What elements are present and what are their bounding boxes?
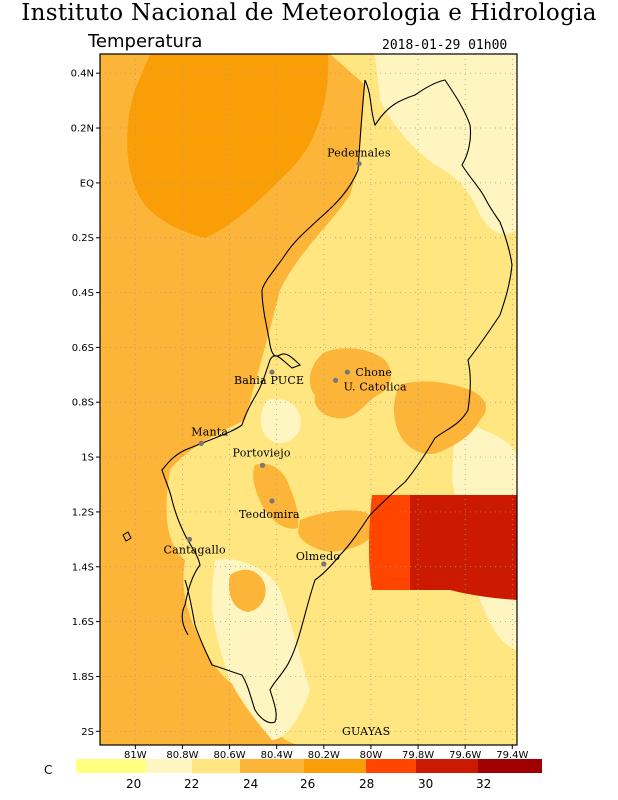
- colorbar: [76, 759, 542, 773]
- colorbar-bin-lt20: [76, 759, 146, 773]
- island: [122, 531, 132, 542]
- colorbar-bin-22-24: [192, 759, 240, 773]
- lat-tick-label: 2S: [81, 727, 94, 738]
- lat-tick-label: 1.4S: [72, 562, 94, 573]
- field-cool-mid: [260, 399, 301, 444]
- page-title: Instituto Nacional de Meteorologia e Hid…: [21, 0, 597, 26]
- colorbar-label-22: 22: [184, 777, 199, 791]
- map-subtitle: Temperatura: [88, 31, 203, 52]
- station-label: Bahia PUCE: [234, 374, 304, 387]
- colorbar-unit: C: [44, 763, 52, 777]
- station-marker: [269, 369, 275, 375]
- field-warm-ocean: [127, 54, 329, 238]
- field-warm-chone: [309, 348, 391, 419]
- lon-tick-label: 80W: [360, 750, 383, 761]
- station-marker: [321, 561, 327, 567]
- station-label: Chone: [355, 366, 392, 379]
- lat-tick-label: 1.6S: [72, 617, 94, 628]
- field-warm-east: [394, 381, 486, 455]
- station-label: Manta: [191, 425, 228, 438]
- colorbar-bin-24-26: [240, 759, 304, 773]
- colorbar-label-24: 24: [243, 777, 258, 791]
- field-warm-south: [229, 569, 266, 612]
- station-label: Portoviejo: [233, 446, 291, 459]
- longitude-axis: 81W 80.8W 80.6W 80.4W 80.2W 80W 79.8W 79.6W 79.4…: [124, 745, 528, 761]
- lat-tick-label: 0.4N: [71, 69, 94, 80]
- colorbar-bin-28-30: [366, 759, 416, 773]
- lat-tick-label: 0.2N: [71, 124, 94, 135]
- latitude-axis: 0.4N 0.2N EQ 0.2S 0.4S 0.6S 0.8S 1S 1.2S 1.4S 1.6S…: [71, 69, 100, 738]
- station-label: U. Catolica: [344, 380, 407, 393]
- field-warm-center: [253, 463, 299, 529]
- lat-tick-label: 1.2S: [72, 507, 94, 518]
- field-warm-olmedo: [298, 510, 375, 552]
- region-label: GUAYAS: [342, 725, 390, 738]
- station-label: Olmedo: [296, 550, 341, 563]
- lon-tick-label: 79.6W: [449, 750, 481, 761]
- colorbar-label-30: 30: [418, 777, 433, 791]
- colorbar-bin-20-22: [146, 759, 192, 773]
- colorbar-label-28: 28: [359, 777, 374, 791]
- lat-tick-label: 1S: [81, 453, 94, 464]
- lat-tick-label: 0.4S: [72, 288, 94, 299]
- map-datetime: 2018-01-29 01h00: [382, 38, 508, 53]
- lon-tick-label: 79.4W: [496, 750, 528, 761]
- station-marker: [332, 377, 339, 383]
- colorbar-bin-30-32: [416, 759, 478, 773]
- field-very-hot: [410, 495, 517, 600]
- colorbar-bin-gt32: [478, 759, 542, 773]
- lat-tick-label: 0.6S: [72, 343, 94, 354]
- coastline: [161, 79, 366, 636]
- lat-tick-label: 0.8S: [72, 398, 94, 409]
- station-marker: [198, 440, 204, 446]
- station-label: Teodomira: [239, 508, 300, 521]
- station-marker: [344, 369, 350, 375]
- lon-tick-label: 80.4W: [261, 750, 293, 761]
- lon-tick-label: 79.8W: [402, 750, 434, 761]
- lat-tick-label: 1.8S: [72, 672, 94, 683]
- lat-tick-label: 0.2S: [72, 233, 94, 244]
- colorbar-bin-26-28: [304, 759, 366, 773]
- colorbar-label-20: 20: [126, 777, 141, 791]
- colorbar-label-26: 26: [300, 777, 315, 791]
- lon-tick-label: 80.2W: [308, 750, 340, 761]
- lon-tick-label: 81W: [124, 750, 147, 761]
- lat-tick-label: EQ: [80, 178, 94, 189]
- station-label: Pedernales: [327, 147, 391, 160]
- station-marker: [269, 498, 275, 504]
- map-frame: [99, 53, 518, 746]
- field-hot-strip: [369, 495, 410, 590]
- colorbar-label-32: 32: [476, 777, 491, 791]
- lon-tick-label: 80.8W: [166, 750, 198, 761]
- station-marker: [356, 161, 362, 167]
- lon-tick-label: 80.6W: [213, 750, 245, 761]
- station-marker: [259, 462, 266, 468]
- station-label: Cantagallo: [164, 543, 226, 556]
- temperature-field: [100, 54, 517, 745]
- province-boundary: [184, 79, 513, 724]
- field-cool-north: [375, 54, 517, 235]
- station-marker: [186, 536, 193, 542]
